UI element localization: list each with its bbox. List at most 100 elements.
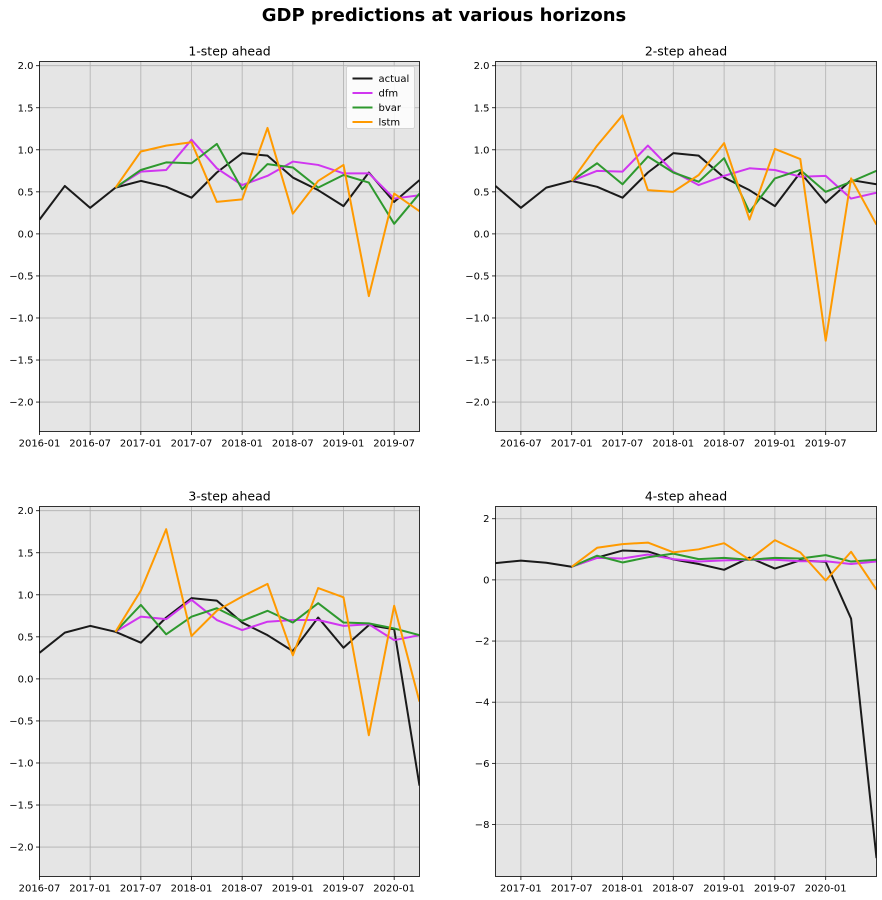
legend-label-dfm: dfm [379,89,399,100]
figure-title: GDP predictions at various horizons [262,5,627,26]
series-line-dfm [571,553,877,568]
y-tick-label: −2.0 [9,843,33,854]
y-tick-label: 2.0 [18,61,34,72]
y-tick-label: 2.0 [474,61,490,72]
subplot-3: 2.0 1.5 1.0 0.5 0.0 −0.5 −1.0 −1.5 −2.0 2016-07 20… [9,489,420,895]
y-tick-label: 1.5 [18,103,34,114]
x-tick-label: 2017-07 [171,439,213,450]
x-tick-label: 2020-01 [373,884,415,895]
y-tick-label: 1.5 [474,103,490,114]
x-tick-label: 2017-07 [602,439,644,450]
axes-frame [495,506,877,877]
y-tick-label: −4 [475,698,490,709]
y-tick-label: 1.0 [18,590,34,601]
x-tick-label: 2017-01 [69,884,111,895]
series-line-lstm [571,539,877,591]
x-tick-label: 2019-07 [754,884,796,895]
axes-frame [495,61,877,432]
axes-frame [39,506,420,877]
x-tick-label: 2017-07 [120,884,162,895]
x-tick-label: 2018-01 [171,884,213,895]
y-tick-label: 1.5 [18,548,34,559]
x-tick-label: 2016-07 [19,884,61,895]
series-line-bvar [114,142,420,225]
y-tick-label: −1.5 [9,356,33,367]
legend-box [346,66,415,129]
x-tick-label: 2018-01 [652,439,694,450]
y-tick-label: 0.5 [18,187,34,198]
y-tick-label: 2 [483,514,489,525]
y-tick-label: −1.0 [9,758,33,769]
x-tick-label: 2016-07 [500,439,542,450]
y-tick-label: −1.5 [9,801,33,812]
subplot-title: 1-step ahead [188,44,270,59]
series-lines [495,539,877,859]
x-tick-label: 2020-01 [805,884,847,895]
series-line-actual [495,152,877,209]
y-tick-label: 0.0 [18,674,34,685]
subplot-title: 3-step ahead [188,489,270,504]
x-tick-label: 2017-01 [500,884,542,895]
y-tick-label: −1.0 [465,313,489,324]
subplot-1: 2.0 1.5 1.0 0.5 0.0 −0.5 −1.0 −1.5 −2.0 2016-01 20… [9,44,420,450]
legend: actual dfm bvar lstm [346,66,415,129]
series-line-actual [39,152,420,221]
plot-area [39,506,420,877]
y-tick-label: −2 [475,637,490,648]
x-tick-label: 2019-07 [373,439,415,450]
series-line-actual [39,597,420,786]
x-tick-label: 2018-07 [221,884,263,895]
y-tick-label: 0.5 [18,632,34,643]
x-tick-label: 2016-07 [69,439,111,450]
x-tick-label: 2019-07 [805,439,847,450]
y-tick-label: 0.0 [18,229,34,240]
series-line-dfm [571,144,877,200]
y-tick-label: −0.5 [9,716,33,727]
y-tick-label: 0.0 [474,229,490,240]
series-lines [495,114,877,342]
series-line-bvar [114,602,420,637]
y-tick-label: −1.5 [465,356,489,367]
series-line-bvar [571,155,877,214]
x-tick-label: 2018-07 [272,439,314,450]
legend-label-bvar: bvar [379,103,402,114]
series-line-lstm [114,528,420,737]
y-tick-label: 1.0 [18,145,34,156]
y-tick-label: 0 [483,575,489,586]
y-tick-label: 2.0 [18,506,34,517]
subplot-2: 2.0 1.5 1.0 0.5 0.0 −0.5 −1.0 −1.5 −2.0 2016-07 20… [465,44,877,450]
x-tick-label: 2019-01 [754,439,796,450]
axes-frame [39,61,420,432]
y-tick-label: −8 [475,820,490,831]
series-line-lstm [114,126,420,298]
series-lines [39,528,420,786]
x-tick-label: 2018-01 [602,884,644,895]
x-tick-label: 2017-07 [551,884,593,895]
y-tick-label: 1.0 [474,145,490,156]
series-line-bvar [571,552,877,568]
subplot-4: 2 0 −2 −4 −6 −8 2017-01 2017-07 2018-01 2018-07 20… [475,489,877,895]
x-tick-label: 2018-07 [703,439,745,450]
subplot-title: 2-step ahead [645,44,727,59]
y-tick-label: −1.0 [9,313,33,324]
plot-area [495,61,877,432]
x-tick-label: 2019-07 [323,884,365,895]
y-tick-label: −2.0 [465,398,489,409]
y-tick-label: −6 [475,759,490,770]
x-tick-label: 2019-01 [703,884,745,895]
series-line-dfm [114,138,420,200]
y-tick-label: −0.5 [9,271,33,282]
series-line-lstm [570,114,877,342]
x-tick-label: 2017-01 [120,439,162,450]
x-tick-label: 2018-07 [652,884,694,895]
y-tick-label: 0.5 [474,187,490,198]
x-tick-label: 2019-01 [272,884,314,895]
x-tick-label: 2016-01 [19,439,61,450]
x-tick-label: 2017-01 [551,439,593,450]
legend-label-lstm: lstm [379,118,401,129]
y-tick-label: −2.0 [9,398,33,409]
series-lines [39,126,420,298]
subplot-title: 4-step ahead [645,489,727,504]
